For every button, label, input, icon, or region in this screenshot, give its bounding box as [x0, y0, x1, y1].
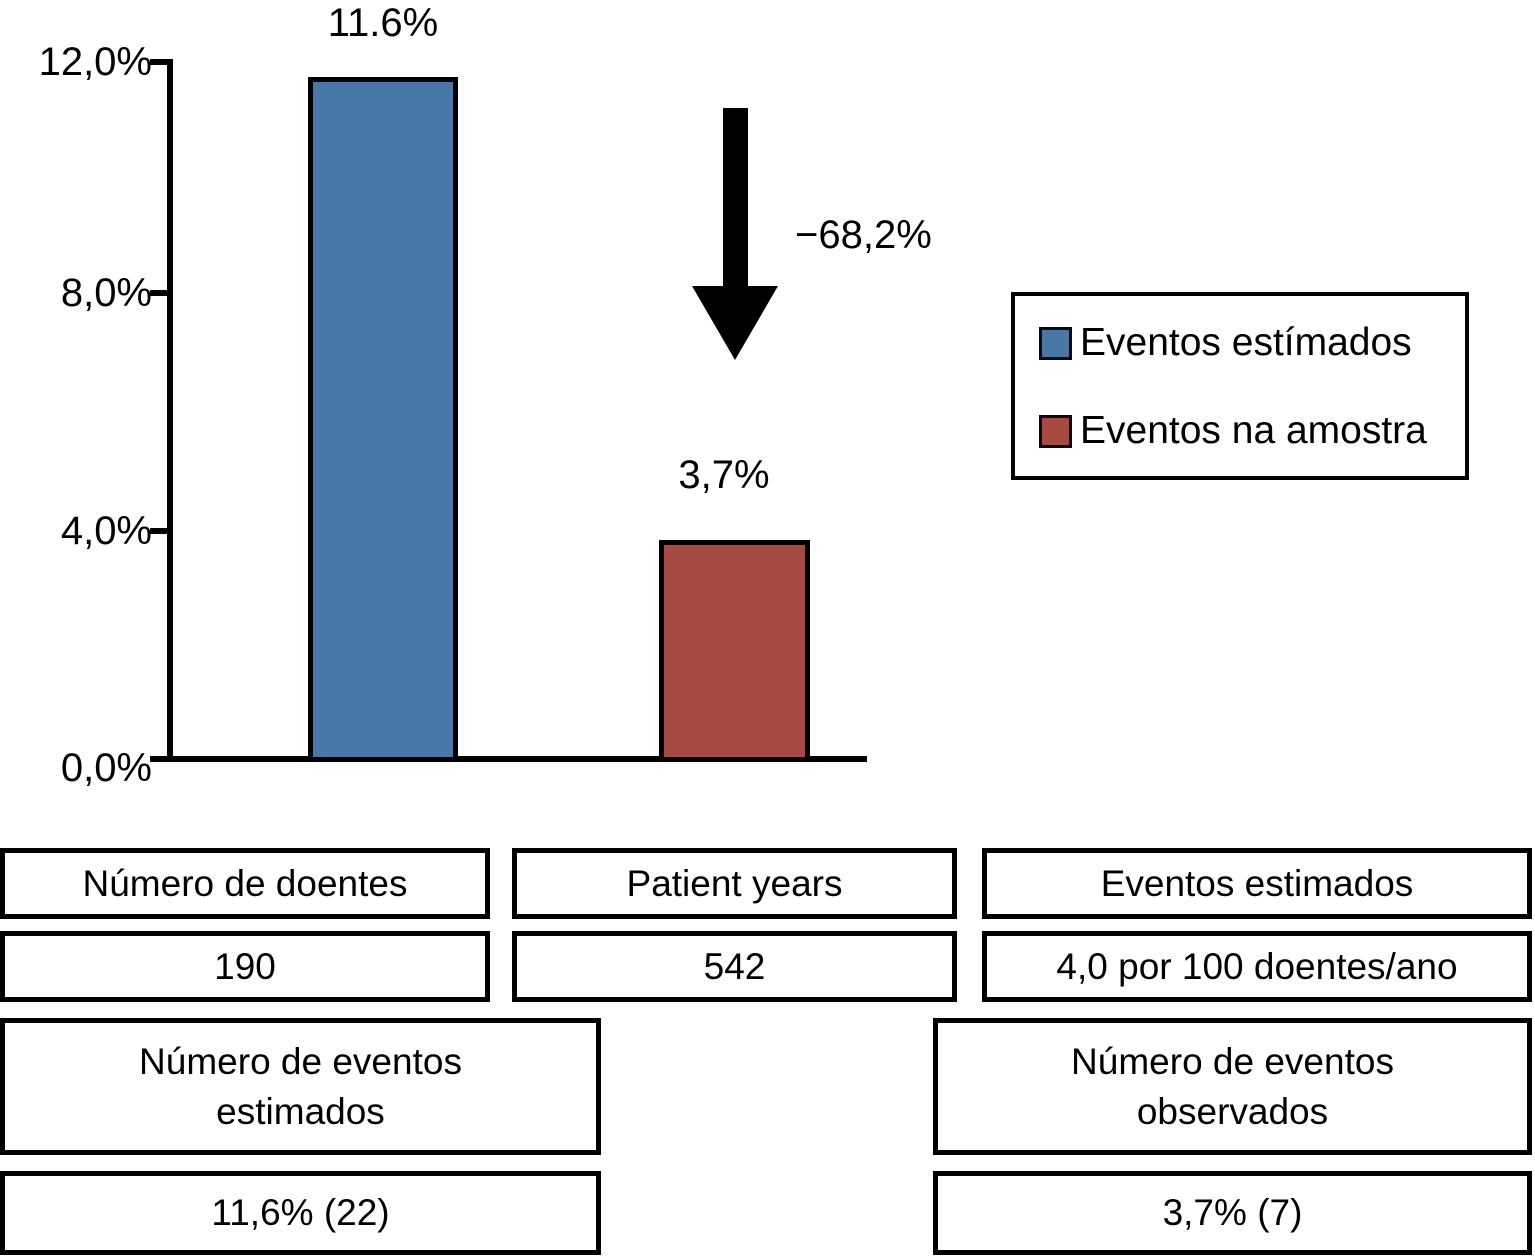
box-header-numero-de-doentes: Número de doentes: [0, 848, 490, 919]
box-value-text: 190: [214, 945, 276, 987]
box-header-text: Número de doentes: [82, 862, 408, 904]
legend-swatch-red: [1039, 414, 1072, 448]
box-value-numero-eventos-estimados: 11,6% (22): [0, 1171, 601, 1255]
legend-label-estimados: Eventos estímados: [1080, 321, 1412, 364]
x-axis-line: [167, 756, 867, 762]
box-header-text: Número de eventos observados: [1071, 1040, 1394, 1132]
y-tick-mark-0: [150, 756, 172, 762]
box-value-numero-de-doentes: 190: [0, 931, 490, 1002]
down-arrow-head-icon: [692, 286, 778, 360]
down-arrow-shaft: [723, 108, 748, 288]
legend-label-amostra: Eventos na amostra: [1080, 409, 1427, 452]
y-tick-label-0: 0,0%: [60, 746, 152, 790]
bar-eventos-estimados: [308, 77, 458, 762]
box-value-text: 542: [703, 945, 766, 987]
box-value-patient-years: 542: [512, 931, 957, 1002]
box-header-text: Eventos estimados: [1100, 862, 1414, 904]
box-header-text: Número de eventos estimados: [139, 1040, 462, 1132]
y-tick-label-4: 4,0%: [60, 509, 152, 553]
box-value-text: 3,7% (7): [1162, 1192, 1303, 1233]
y-tick-label-8: 8,0%: [60, 271, 152, 315]
box-header-numero-eventos-observados: Número de eventos observados: [933, 1018, 1532, 1155]
bar-value-label-estimados: 11.6%: [327, 1, 439, 45]
bar-eventos-na-amostra: [659, 540, 810, 762]
box-value-eventos-estimados: 4,0 por 100 doentes/ano: [982, 931, 1532, 1002]
box-header-numero-eventos-estimados: Número de eventos estimados: [0, 1018, 601, 1155]
y-tick-mark-12: [150, 59, 172, 65]
box-value-numero-eventos-observados: 3,7% (7): [933, 1171, 1532, 1255]
legend-item-amostra: Eventos na amostra: [1039, 408, 1427, 454]
legend-swatch-blue: [1039, 326, 1072, 360]
y-axis-line: [167, 59, 173, 762]
reduction-percentage-label: −68,2%: [795, 213, 932, 257]
y-tick-mark-8: [150, 290, 172, 296]
legend: Eventos estímados Eventos na amostra: [1011, 292, 1469, 480]
y-tick-label-12: 12,0%: [38, 40, 152, 84]
y-tick-mark-4: [150, 528, 172, 534]
legend-item-estimados: Eventos estímados: [1039, 320, 1412, 366]
box-header-patient-years: Patient years: [512, 848, 957, 919]
box-value-text: 11,6% (22): [211, 1192, 390, 1233]
box-header-text: Patient years: [626, 862, 843, 904]
box-value-text: 4,0 por 100 doentes/ano: [1056, 945, 1458, 987]
box-header-eventos-estimados: Eventos estimados: [982, 848, 1532, 919]
bar-value-label-amostra: 3,7%: [678, 453, 770, 497]
